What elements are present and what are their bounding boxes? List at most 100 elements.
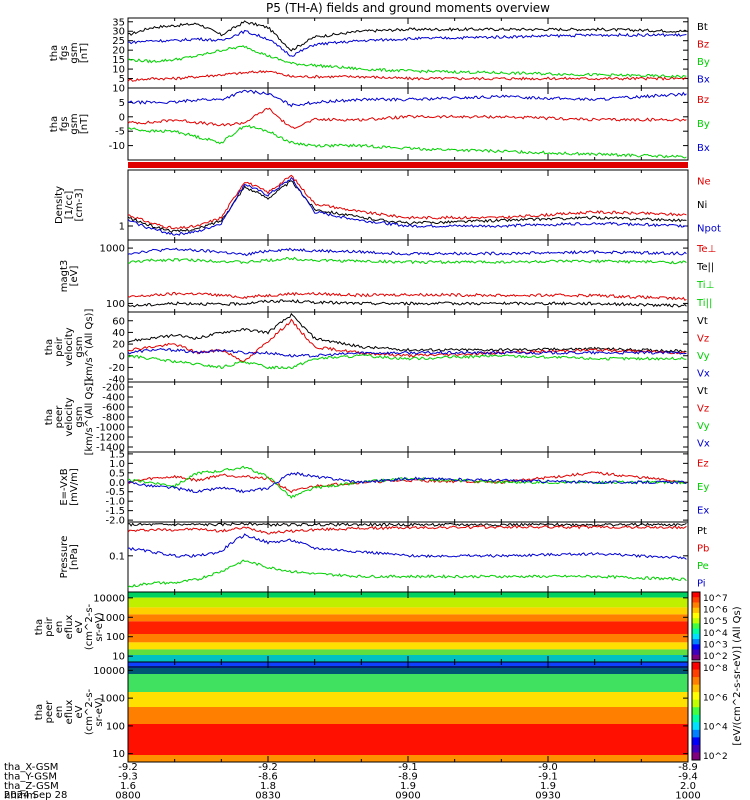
- legend-Vx: Vx: [697, 368, 710, 379]
- y-tick-label: 0.1: [109, 551, 125, 562]
- series-Bx: [127, 29, 687, 57]
- footer-value: 0800: [115, 791, 140, 800]
- chart-title: P5 (TH-A) fields and ground moments over…: [266, 1, 550, 15]
- y-tick-label: -800: [102, 413, 125, 424]
- y-tick-label: 0.0: [109, 478, 125, 489]
- colorbar-tick-label: 10^6: [703, 606, 728, 616]
- panel-frame: [127, 521, 689, 593]
- y-axis-label: [nT]: [79, 114, 90, 134]
- colorbar-tick-label: 10^8: [703, 664, 728, 674]
- footer-value: -9.0: [538, 762, 558, 773]
- y-tick-label: 10: [112, 65, 125, 76]
- y-axis-label: Density: [54, 186, 65, 224]
- series-Te⊥: [127, 291, 687, 301]
- colorbar-cell: [692, 602, 700, 609]
- series-Ey: [127, 465, 687, 499]
- legend-Pt: Pt: [697, 526, 707, 537]
- y-axis-label: tha: [44, 339, 55, 355]
- footer-value: -9.1: [538, 772, 558, 783]
- colorbar-cell: [692, 744, 700, 753]
- footer-value: 1000: [675, 791, 700, 800]
- series-Ez: [127, 471, 687, 494]
- panel-fgs_gsm: 10 5 0 -5 -10 tha fgs gsm [nT] Bz By Bx: [49, 84, 710, 161]
- colorbar-tick-label: 10^4: [703, 723, 728, 733]
- legend-Pb: Pb: [697, 543, 709, 554]
- colorbar-cell: [692, 722, 700, 731]
- y-axis-label: velocity: [64, 327, 75, 366]
- y-tick-label: 0.5: [109, 468, 125, 479]
- footer-value: -9.3: [118, 772, 138, 783]
- footer-value: -9.4: [678, 772, 698, 783]
- y-axis-label: (cm^2-s-: [84, 603, 95, 650]
- y-axis-label: fgs: [59, 116, 70, 131]
- y-axis-label: [cm-3]: [74, 188, 85, 221]
- y-tick-label: -20: [109, 363, 125, 374]
- y-tick-label: 1000: [100, 613, 125, 624]
- y-tick-label: -1.5: [105, 506, 125, 517]
- series-Vx: [127, 348, 687, 358]
- colorbar-cell: [692, 692, 700, 701]
- series-Vz: [127, 318, 687, 363]
- y-tick-label: 10000: [93, 666, 125, 677]
- footer-value: 0930: [535, 791, 560, 800]
- quality-flag-bar: [128, 162, 688, 168]
- footer-value: 1.8: [260, 781, 276, 792]
- y-tick-label: 100: [106, 299, 125, 310]
- series-Pb: [127, 525, 687, 535]
- y-axis-label: eflux: [64, 700, 75, 725]
- y-axis-label: sr-eV): [94, 697, 105, 726]
- series-group-fgs_mag: [127, 20, 687, 82]
- colorbar-label: [eV/(cm^2-s-sr-eV)] (All Qs): [732, 606, 743, 745]
- y-axis-label: peer: [44, 700, 55, 724]
- y-tick-label: -1.0: [105, 497, 125, 508]
- y-tick-label: -0.5: [105, 487, 125, 498]
- y-axis-label: E=-VxB: [59, 468, 70, 505]
- y-axis-label: tha: [49, 45, 60, 61]
- y-axis-label: sr-eV): [94, 612, 105, 641]
- y-axis-label: [km/s^(All Qs)]: [84, 379, 95, 456]
- legend-By: By: [697, 57, 710, 68]
- panel-temperature: 1000 100 magt3 [eV] Te⊥ Te|| Ti⊥ Ti||: [59, 239, 716, 313]
- legend-Vx: Vx: [697, 438, 710, 449]
- colorbar-tick-label: 10^4: [703, 629, 728, 639]
- y-tick-label: 10000: [93, 593, 125, 604]
- colorbar-cell: [692, 677, 700, 686]
- colorbar-peir: 10^7 10^610^5 10^410^3 10^2: [691, 591, 728, 662]
- legend-Pi: Pi: [697, 578, 706, 589]
- y-tick-label: 10: [112, 749, 125, 760]
- footer-value: 1.9: [540, 781, 556, 792]
- legend-Ne: Ne: [697, 177, 711, 188]
- y-tick-label: -5: [115, 127, 125, 138]
- colorbar-cell: [692, 684, 700, 693]
- spectrogram-band: [128, 707, 688, 724]
- series-Bt: [127, 20, 687, 52]
- y-tick-label: -40: [109, 375, 125, 386]
- colorbar-tick-label: 10^7: [703, 594, 728, 604]
- legend-Ex: Ex: [697, 505, 709, 516]
- series-Pe: [127, 559, 687, 588]
- colorbar-cell: [692, 714, 700, 723]
- colorbar-tick-label: 10^6: [703, 693, 728, 703]
- y-tick-label: 10: [112, 84, 125, 95]
- legend-Npot: Npot: [697, 223, 721, 234]
- footer-value: 0900: [395, 791, 420, 800]
- y-axis-label: eV: [74, 705, 85, 718]
- y-axis-label: tha: [44, 409, 55, 425]
- y-axis-label: peer: [54, 405, 65, 429]
- series-Bz: [127, 70, 687, 82]
- colorbar-cell: [692, 592, 700, 598]
- colorbar-cell: [692, 737, 700, 746]
- y-axis-label: [km/s^(All Qs)]: [84, 309, 95, 386]
- colorbar-cell: [692, 607, 700, 614]
- footer-value: -9.2: [258, 762, 278, 773]
- y-tick-label: 5: [119, 74, 125, 85]
- y-tick-label: 1: [119, 222, 125, 233]
- footer-value: 0830: [255, 791, 280, 800]
- colorbar-cell: [692, 669, 700, 678]
- legend-Bz: Bz: [697, 39, 709, 50]
- y-axis-label: [nT]: [79, 43, 90, 63]
- colorbar-frame: [691, 661, 701, 761]
- colorbar-cell: [692, 597, 700, 603]
- series-By: [127, 124, 687, 159]
